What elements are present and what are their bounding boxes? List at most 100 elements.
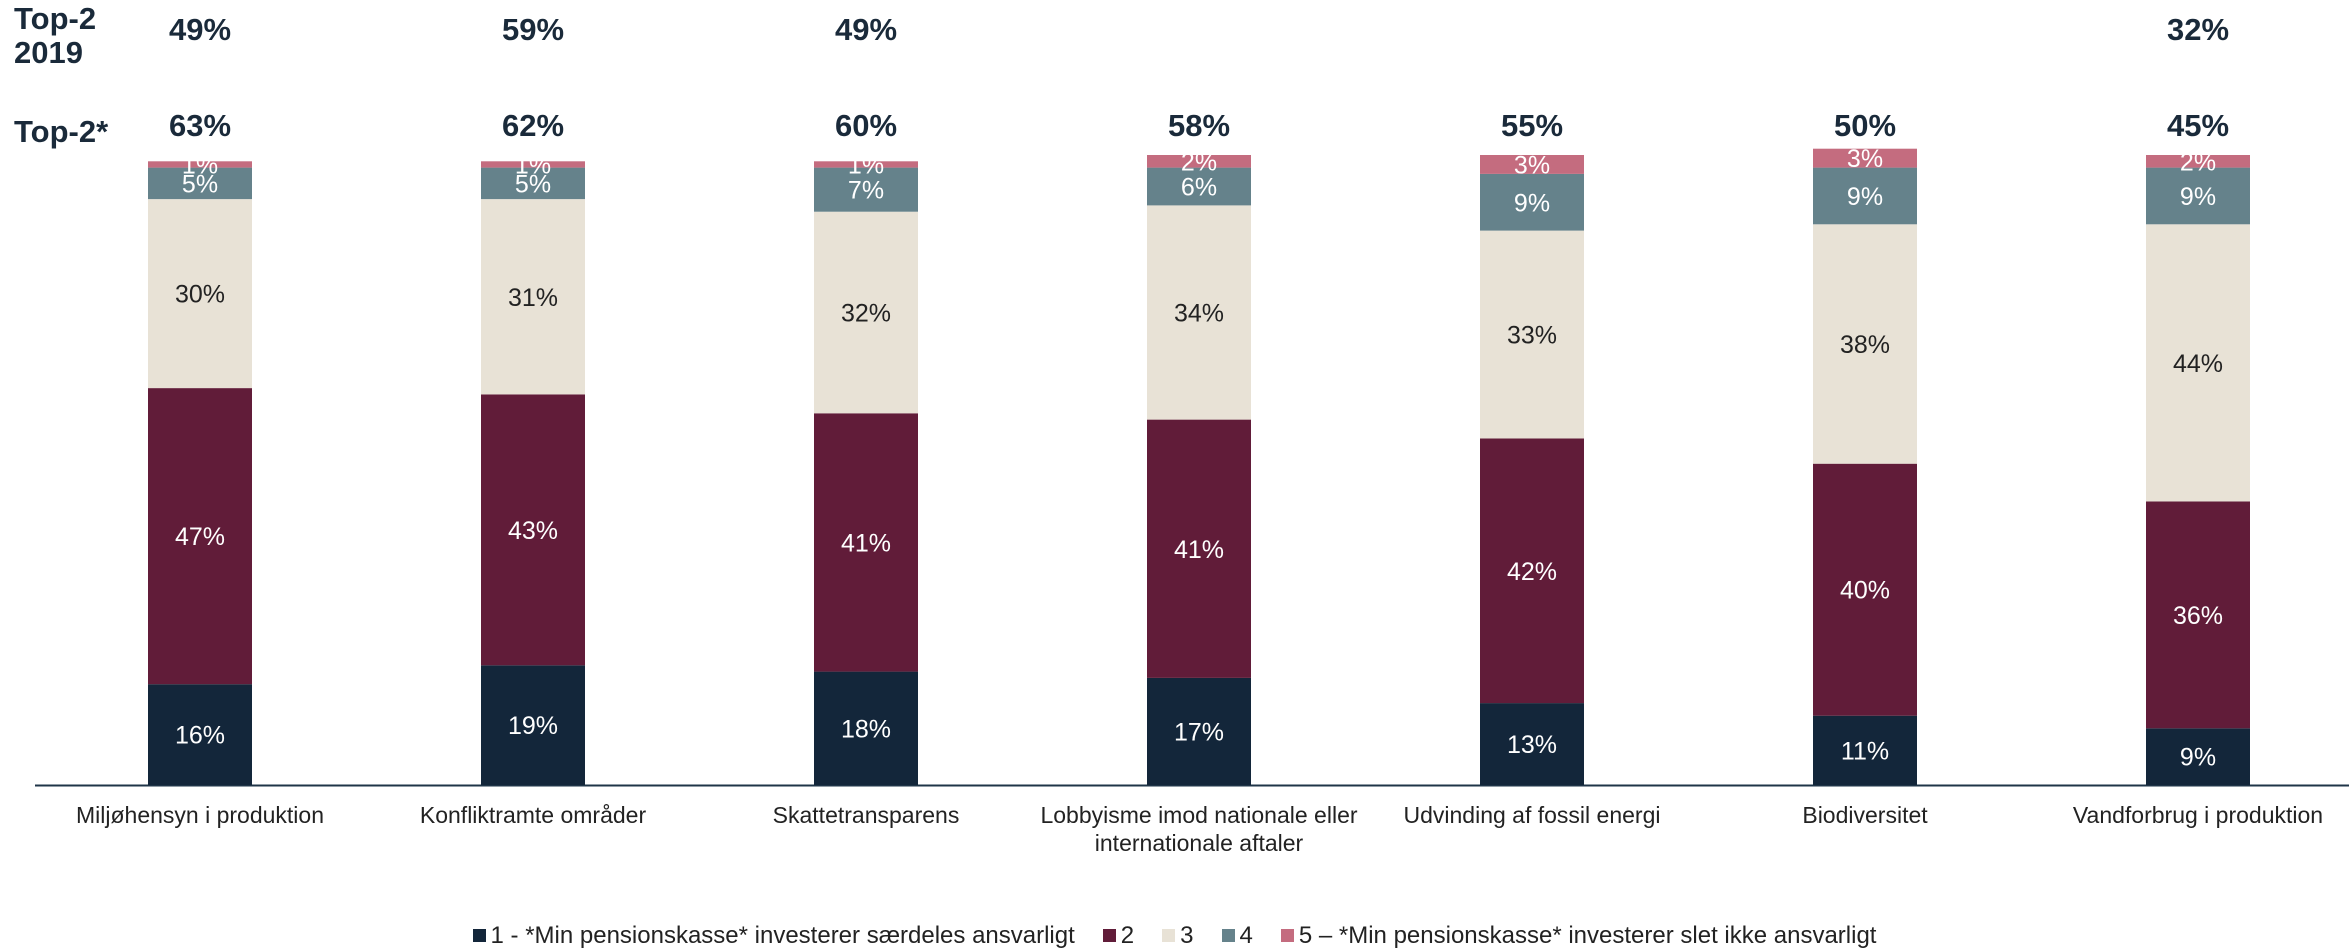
bar-segment-3-cat-5 xyxy=(1480,230,1584,439)
bar-segment-2-cat-5 xyxy=(1480,438,1584,704)
top2-label-text: Top-2* xyxy=(14,114,109,149)
top2-row-label: Top-2* xyxy=(14,115,108,149)
data-label-seg-3-cat-4: 34% xyxy=(1174,300,1224,328)
data-label-seg-2-cat-4: 41% xyxy=(1174,536,1224,564)
bar-segment-2-cat-3 xyxy=(814,413,918,672)
category-label-2: Konfliktramte områder xyxy=(420,802,647,828)
top2-value-cat-5: 55% xyxy=(1501,108,1563,143)
data-label-seg-4-cat-5: 9% xyxy=(1514,189,1550,217)
bar-segment-3-cat-4 xyxy=(1147,205,1251,420)
data-label-seg-1-cat-6: 11% xyxy=(1841,737,1889,765)
top2-2019-label-text: Top-2 2019 xyxy=(14,1,97,70)
legend: 1 - *Min pensionskasse* investerer særde… xyxy=(0,922,2349,950)
bar-segment-4-cat-5 xyxy=(1480,173,1584,231)
legend-swatch-3 xyxy=(1162,929,1176,942)
data-label-seg-5-cat-7: 2% xyxy=(2180,148,2216,176)
category-label-3: Skattetransparens xyxy=(773,802,960,828)
bar-segment-3-cat-2 xyxy=(481,199,585,395)
data-label-seg-5-cat-4: 2% xyxy=(1181,148,1217,176)
legend-swatch-5 xyxy=(1280,929,1294,942)
data-label-seg-2-cat-7: 36% xyxy=(2173,602,2223,630)
data-label-seg-3-cat-2: 31% xyxy=(508,284,558,312)
bar-segment-2-cat-4 xyxy=(1147,419,1251,678)
bar-segment-1-cat-3 xyxy=(814,671,918,785)
legend-swatch-1 xyxy=(472,929,486,942)
bar-segment-1-cat-1 xyxy=(148,684,252,785)
legend-item-4: 4 xyxy=(1221,922,1253,950)
data-label-seg-2-cat-2: 43% xyxy=(508,517,558,545)
legend-item-1: 1 - *Min pensionskasse* investerer særde… xyxy=(472,922,1075,950)
bar-segment-2-cat-2 xyxy=(481,394,585,666)
legend-item-5: 5 – *Min pensionskasse* investerer slet … xyxy=(1280,922,1877,950)
bar-segment-5-cat-1 xyxy=(148,161,252,168)
data-label-seg-4-cat-1: 5% xyxy=(182,170,218,198)
category-label-6: Biodiversitet xyxy=(1802,802,1928,828)
bar-segment-5-cat-5 xyxy=(1480,155,1584,174)
bar-segment-3-cat-1 xyxy=(148,199,252,389)
bar-segment-4-cat-7 xyxy=(2146,167,2250,225)
category-label-4-line-2: internationale aftaler xyxy=(1095,830,1304,856)
bar-segment-4-cat-1 xyxy=(148,167,252,200)
data-label-seg-2-cat-3: 41% xyxy=(841,529,891,557)
data-label-seg-4-cat-4: 6% xyxy=(1181,174,1217,202)
data-label-seg-4-cat-2: 5% xyxy=(515,170,551,198)
bar-segment-4-cat-2 xyxy=(481,167,585,200)
bar-segment-4-cat-3 xyxy=(814,167,918,212)
legend-label-4: 4 xyxy=(1239,922,1253,949)
category-label-1: Miljøhensyn i produktion xyxy=(76,802,324,828)
legend-item-3: 3 xyxy=(1162,922,1194,950)
bar-segment-5-cat-6 xyxy=(1813,148,1917,168)
category-label-4-line-1: Lobbyisme imod nationale eller xyxy=(1040,802,1357,828)
data-label-seg-1-cat-7: 9% xyxy=(2180,744,2216,772)
category-label-7: Vandforbrug i produktion xyxy=(2073,802,2323,828)
data-label-seg-1-cat-4: 17% xyxy=(1174,718,1224,746)
legend-label-2: 2 xyxy=(1120,922,1135,949)
top2-value-cat-6: 50% xyxy=(1834,108,1896,143)
data-label-seg-5-cat-3: 1% xyxy=(848,151,884,179)
data-label-seg-1-cat-5: 13% xyxy=(1507,731,1557,759)
top2-2019-value-cat-3: 49% xyxy=(835,12,897,47)
data-label-seg-3-cat-1: 30% xyxy=(175,281,225,309)
category-label-5: Udvinding af fossil energi xyxy=(1404,802,1661,828)
data-label-seg-3-cat-7: 44% xyxy=(2173,350,2223,378)
bar-segment-5-cat-3 xyxy=(814,161,918,168)
bar-segment-3-cat-7 xyxy=(2146,224,2250,502)
data-label-seg-2-cat-5: 42% xyxy=(1507,558,1557,586)
bar-segment-1-cat-5 xyxy=(1480,703,1584,785)
top2-2019-value-cat-7: 32% xyxy=(2167,12,2229,47)
bar-segment-3-cat-3 xyxy=(814,211,918,414)
data-label-seg-4-cat-7: 9% xyxy=(2180,183,2216,211)
top2-value-cat-7: 45% xyxy=(2167,108,2229,143)
data-label-seg-1-cat-2: 19% xyxy=(508,712,558,740)
bar-segment-1-cat-4 xyxy=(1147,677,1251,785)
data-label-seg-3-cat-6: 38% xyxy=(1840,331,1890,359)
top2-2019-value-cat-2: 59% xyxy=(502,12,564,47)
legend-swatch-4 xyxy=(1221,929,1235,942)
bar-segment-2-cat-7 xyxy=(2146,501,2250,729)
data-label-seg-5-cat-1: 1% xyxy=(182,151,218,179)
data-label-seg-3-cat-3: 32% xyxy=(841,300,891,328)
data-label-seg-2-cat-1: 47% xyxy=(175,523,225,551)
bar-segment-4-cat-6 xyxy=(1813,167,1917,225)
data-label-seg-5-cat-2: 1% xyxy=(515,151,551,179)
top2-value-cat-2: 62% xyxy=(502,108,564,143)
data-label-seg-4-cat-6: 9% xyxy=(1847,183,1883,211)
data-label-seg-5-cat-6: 3% xyxy=(1847,145,1883,173)
bar-segment-2-cat-6 xyxy=(1813,463,1917,716)
data-label-seg-4-cat-3: 7% xyxy=(848,177,884,205)
data-label-seg-3-cat-5: 33% xyxy=(1507,322,1557,350)
bar-segment-1-cat-7 xyxy=(2146,728,2250,785)
data-label-seg-2-cat-6: 40% xyxy=(1840,577,1890,605)
bar-segment-4-cat-4 xyxy=(1147,167,1251,206)
legend-label-5: 5 – *Min pensionskasse* investerer slet … xyxy=(1298,922,1877,949)
data-label-seg-1-cat-3: 18% xyxy=(841,715,891,743)
legend-label-3: 3 xyxy=(1180,922,1194,949)
bar-segment-3-cat-6 xyxy=(1813,224,1917,464)
bar-segment-1-cat-6 xyxy=(1813,715,1917,785)
legend-swatch-2 xyxy=(1102,929,1116,942)
top2-2019-value-cat-1: 49% xyxy=(169,12,231,47)
legend-item-2: 2 xyxy=(1102,922,1135,950)
bar-segment-5-cat-2 xyxy=(481,161,585,168)
bar-segment-1-cat-2 xyxy=(481,665,585,785)
